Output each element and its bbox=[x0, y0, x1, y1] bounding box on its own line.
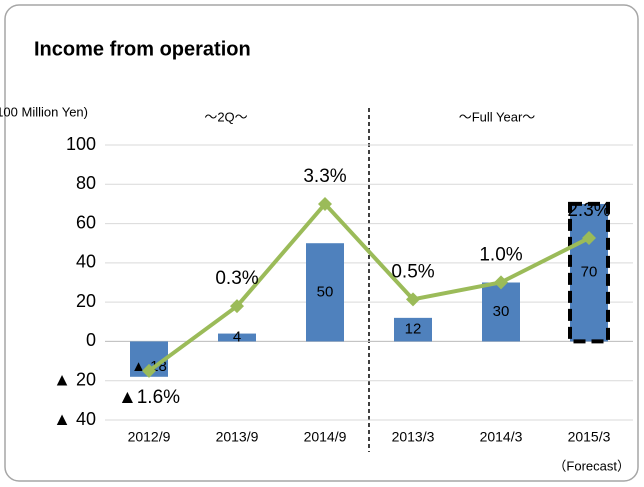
chart-title: Income from operation bbox=[34, 38, 251, 60]
line-value-label: 0.5% bbox=[391, 261, 434, 282]
x-tick-label: 2015/3 bbox=[568, 429, 611, 445]
frame bbox=[4, 4, 639, 482]
line-value-label: 0.3% bbox=[215, 268, 258, 289]
bar bbox=[218, 333, 256, 342]
bar-value-label: 30 bbox=[493, 303, 510, 320]
x-tick-label: 2013/3 bbox=[392, 429, 435, 445]
bar-value-label: 50 bbox=[317, 283, 334, 300]
line-value-label: 1.0% bbox=[479, 244, 522, 265]
bar-value-label: 70 bbox=[581, 264, 598, 281]
line-marker bbox=[230, 299, 244, 314]
line-value-label: ▲1.6% bbox=[118, 387, 180, 408]
bar-value-label: 12 bbox=[405, 321, 422, 338]
section-label: ～2Q～ bbox=[204, 109, 247, 124]
bar bbox=[482, 282, 520, 342]
line-value-label: 2.3% bbox=[567, 200, 610, 221]
x-tick-label: 2014/3 bbox=[480, 429, 523, 445]
section-label: ～Full Year～ bbox=[459, 109, 536, 124]
line-marker bbox=[406, 292, 420, 307]
y-tick-label: 40 bbox=[76, 252, 96, 272]
y-tick-label: ▲ 20 bbox=[53, 369, 96, 389]
bar bbox=[568, 201, 610, 344]
line-marker bbox=[318, 196, 332, 211]
y-tick-label: 60 bbox=[76, 212, 96, 232]
unit-label: (100 Million Yen) bbox=[0, 104, 88, 119]
note: （Forecast） bbox=[553, 458, 630, 473]
y-tick-label: 20 bbox=[76, 291, 96, 311]
line bbox=[147, 200, 590, 373]
line-marker bbox=[494, 275, 508, 290]
x-tick-label: 2013/9 bbox=[216, 429, 259, 445]
bar-value-label: 4 bbox=[233, 328, 241, 345]
y-tick-label: 100 bbox=[66, 134, 96, 154]
line-value-label: 3.3% bbox=[303, 166, 346, 187]
y-tick-label: ▲ 40 bbox=[53, 409, 96, 429]
y-tick-label: 80 bbox=[76, 173, 96, 193]
bar bbox=[394, 317, 432, 342]
bar bbox=[306, 243, 344, 342]
x-tick-label: 2014/9 bbox=[304, 429, 347, 445]
line-marker bbox=[582, 231, 596, 246]
y-tick-label: 0 bbox=[86, 330, 96, 350]
line-marker bbox=[142, 363, 156, 378]
x-tick-label: 2012/9 bbox=[128, 429, 171, 445]
